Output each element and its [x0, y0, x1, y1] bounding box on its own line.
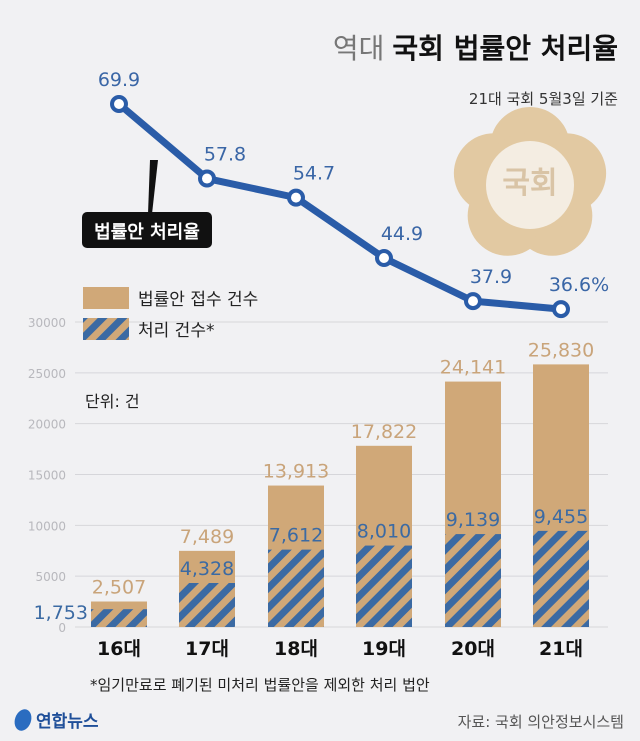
emblem-text: 국회: [502, 166, 557, 201]
bar-processed-label: 9,455: [534, 506, 588, 528]
y-tick-label: 5000: [35, 570, 66, 584]
y-tick-label: 15000: [28, 469, 66, 483]
y-tick-label: 0: [58, 621, 66, 635]
y-tick-label: 25000: [28, 367, 66, 381]
bar-received-label: 7,489: [180, 526, 234, 548]
x-tick-label: 19대: [362, 638, 406, 660]
line-point-label: 36.6%: [549, 274, 609, 296]
line-point-label: 69.9: [98, 69, 140, 91]
line-point: [375, 249, 393, 267]
bar-processed-label: 8,010: [357, 521, 411, 543]
bar-processed: [356, 545, 412, 627]
bar-processed-label: 9,139: [446, 509, 500, 531]
line-point-label: 37.9: [470, 266, 512, 288]
line-series: [116, 101, 562, 313]
bar-processed-label: 7,612: [269, 525, 323, 547]
line-point: [110, 95, 128, 113]
bar-received-label: 24,141: [440, 357, 506, 379]
bar-processed: [179, 582, 235, 627]
title-bold: 국회 법률안 처리율: [392, 32, 618, 65]
line-point: [464, 292, 482, 311]
unit-label: 단위: 건: [85, 392, 140, 411]
legend-swatch-processed: [83, 318, 129, 340]
bar-received-label: 17,822: [351, 421, 417, 443]
line-callout: 법률안 처리율: [82, 160, 212, 248]
y-tick-label: 10000: [28, 519, 66, 533]
source: 자료: 국회 의안정보시스템: [458, 713, 624, 731]
line-point-label: 57.8: [204, 144, 246, 166]
svg-text:연합뉴스: 연합뉴스: [36, 711, 99, 732]
footnote: *임기만료로 폐기된 미처리 법률안을 제외한 처리 법안: [90, 676, 430, 694]
y-tick-label: 20000: [28, 418, 66, 432]
bar-processed: [91, 609, 147, 627]
chart-subtitle: 21대 국회 5월3일 기준: [469, 90, 618, 108]
line-point: [287, 188, 305, 207]
bar-received-label: 2,507: [92, 577, 146, 599]
bar-received-label: 25,830: [528, 339, 594, 361]
line-point: [198, 169, 216, 188]
x-tick-label: 17대: [185, 638, 229, 660]
emblem-icon: [453, 107, 607, 256]
yonhap-logo: 연합뉴스: [14, 709, 99, 732]
bar-processed: [268, 549, 324, 627]
bar-processed: [533, 530, 589, 627]
legend-label-received: 법률안 접수 건수: [138, 290, 258, 310]
legend-label-processed: 처리 건수*: [138, 321, 214, 341]
bar-received-label: 13,913: [263, 461, 329, 483]
legend-swatch-received: [83, 287, 129, 309]
legend: 법률안 접수 건수 처리 건수*: [83, 287, 258, 341]
bar-processed-label: 4,328: [180, 558, 234, 580]
line-point-label: 44.9: [381, 223, 423, 245]
title-light: 역대: [333, 32, 385, 65]
x-tick-label: 16대: [97, 638, 141, 660]
bar-processed-label: 1,753: [34, 602, 88, 624]
line-point: [552, 300, 570, 319]
x-tick-label: 20대: [451, 638, 495, 660]
x-tick-label: 21대: [539, 638, 583, 660]
line-point-label: 54.7: [293, 163, 335, 185]
line-series-label: 법률안 처리율: [94, 222, 200, 243]
bar-processed: [445, 534, 501, 627]
chart-title: 역대 국회 법률안 처리율: [333, 32, 618, 65]
y-tick-label: 30000: [28, 316, 66, 330]
x-tick-label: 18대: [274, 638, 318, 660]
